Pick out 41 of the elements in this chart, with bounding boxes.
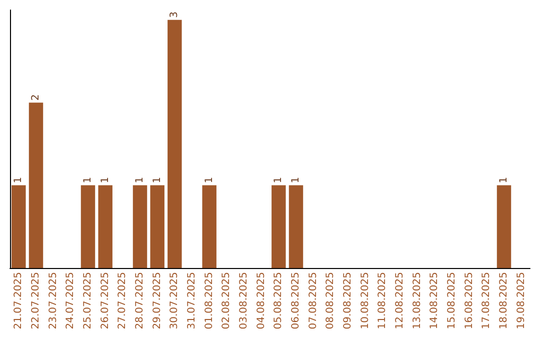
x-tick-label: 26.07.2025 [100,272,111,330]
x-tick-label: 17.08.2025 [481,272,492,330]
x-tick-label: 02.08.2025 [221,272,232,330]
x-tick-label: 21.07.2025 [13,272,24,330]
data-label: 1 [82,176,94,184]
x-tick-label: 08.08.2025 [325,272,336,330]
data-label: 1 [134,176,146,184]
x-tick-label: 27.07.2025 [117,272,128,330]
data-label: 3 [169,12,180,18]
data-label: 1 [290,176,302,184]
data-label: 1 [100,176,111,184]
x-tick-label: 15.08.2025 [446,272,458,330]
x-tick-label: 24.07.2025 [65,272,76,330]
x-tick-label: 18.08.2025 [498,272,510,330]
x-tick-label: 04.08.2025 [256,272,267,330]
x-tick-label: 14.08.2025 [429,272,440,330]
data-label: 1 [204,176,215,184]
data-label: 1 [13,176,24,184]
x-tick-label: 10.08.2025 [360,272,371,330]
x-tick-label: 09.08.2025 [342,272,354,330]
x-tick-label: 12.08.2025 [394,272,406,330]
x-tick-label: 30.07.2025 [169,272,180,330]
x-tick-label: 07.08.2025 [308,272,319,330]
x-tick-label: 19.08.2025 [516,272,527,330]
data-label: 1 [273,176,284,184]
x-tick-label: 22.07.2025 [30,272,42,330]
x-tick-label: 06.08.2025 [290,272,302,330]
x-tick-label: 13.08.2025 [412,272,423,330]
x-tick-label: 01.08.2025 [204,272,215,330]
x-tick-label: 25.07.2025 [82,272,94,330]
data-label: 1 [152,176,163,184]
x-tick-label: 11.08.2025 [377,272,388,330]
data-label: 2 [30,94,42,101]
x-tick-label: 05.08.2025 [273,272,284,330]
data-label: 1 [498,176,510,184]
x-tick-label: 29.07.2025 [152,272,163,330]
x-tick-label: 03.08.2025 [238,272,250,330]
x-tick-label: 31.07.2025 [186,272,198,330]
x-tick-label: 16.08.2025 [464,272,475,330]
x-tick-label: 28.07.2025 [134,272,146,330]
x-tick-label: 23.07.2025 [48,272,59,330]
